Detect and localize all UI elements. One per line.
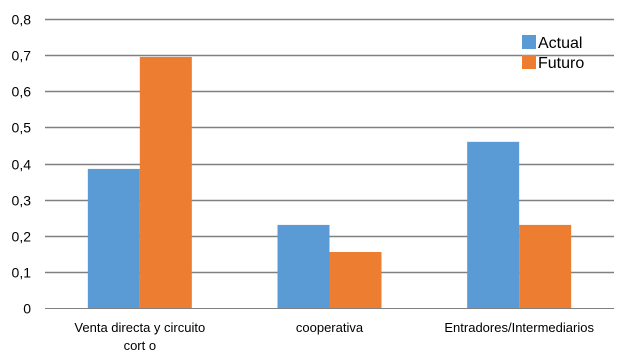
bar-futuro-0 (139, 56, 192, 309)
y-tick-label: 0,2 (12, 229, 32, 245)
y-tick-label: 0,6 (12, 84, 32, 100)
x-category-label: Entradores/Intermediarios (444, 320, 594, 335)
x-axis-category-labels: Venta directa y circuito cort o cooperativ… (74, 320, 594, 353)
legend-swatch-futuro (522, 55, 536, 69)
y-tick-label: 0,5 (12, 120, 32, 136)
y-tick-label: 0,7 (12, 48, 32, 64)
y-axis-tick-labels: 0 0,1 0,2 0,3 0,4 0,5 0,6 0,7 0,8 (12, 12, 32, 317)
y-tick-label: 0 (23, 301, 31, 317)
bars (87, 56, 572, 309)
bar-futuro-1 (329, 252, 382, 308)
y-tick-label: 0,1 (12, 265, 32, 281)
x-category-label: Venta directa y circuito (74, 320, 205, 335)
x-category-label: cort o (124, 338, 157, 353)
bar-actual-1 (277, 224, 330, 308)
legend-label-futuro: Futuro (538, 55, 584, 72)
y-tick-label: 0,3 (12, 193, 32, 209)
y-tick-label: 0,4 (12, 157, 32, 173)
bar-futuro-2 (519, 224, 572, 308)
legend: Actual Futuro (522, 35, 584, 72)
bar-actual-2 (467, 141, 520, 308)
x-category-label: cooperativa (296, 320, 364, 335)
legend-label-actual: Actual (538, 35, 582, 52)
bar-actual-0 (87, 168, 140, 308)
legend-swatch-actual (522, 35, 536, 49)
y-tick-label: 0,8 (12, 12, 32, 28)
